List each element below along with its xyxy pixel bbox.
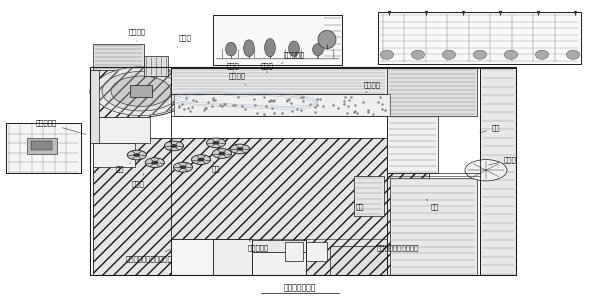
Bar bbox=[93, 143, 135, 167]
Bar bbox=[90, 70, 99, 143]
Bar bbox=[390, 178, 477, 275]
Circle shape bbox=[212, 141, 220, 145]
Circle shape bbox=[133, 153, 140, 157]
Bar bbox=[252, 240, 306, 252]
Bar bbox=[306, 242, 327, 261]
Circle shape bbox=[179, 165, 187, 169]
Text: 遮阳伞: 遮阳伞 bbox=[488, 156, 517, 165]
Bar bbox=[171, 68, 387, 94]
Bar bbox=[285, 242, 303, 261]
Circle shape bbox=[206, 138, 226, 148]
Bar bbox=[93, 68, 150, 117]
Ellipse shape bbox=[226, 42, 236, 56]
Circle shape bbox=[127, 150, 146, 160]
Text: 小桥: 小桥 bbox=[356, 203, 364, 210]
Ellipse shape bbox=[380, 50, 394, 59]
Circle shape bbox=[93, 67, 189, 116]
Bar bbox=[378, 12, 581, 64]
Circle shape bbox=[170, 144, 178, 148]
Bar bbox=[213, 239, 252, 275]
Circle shape bbox=[173, 162, 193, 172]
Text: 观景平台: 观景平台 bbox=[364, 82, 380, 93]
Circle shape bbox=[145, 158, 164, 168]
Text: 屋顶花园平面图: 屋顶花园平面图 bbox=[284, 283, 316, 292]
Bar bbox=[174, 94, 390, 116]
Polygon shape bbox=[174, 96, 318, 111]
Ellipse shape bbox=[535, 50, 548, 59]
Bar bbox=[354, 176, 384, 216]
Text: 景观石: 景观石 bbox=[131, 173, 145, 187]
Bar bbox=[480, 68, 516, 275]
Circle shape bbox=[212, 149, 232, 158]
Text: 阳光槽: 阳光槽 bbox=[260, 62, 274, 73]
Text: 廊架: 廊架 bbox=[479, 124, 500, 133]
Bar bbox=[387, 116, 438, 173]
Bar bbox=[27, 138, 57, 154]
Text: 水池: 水池 bbox=[426, 199, 439, 210]
Bar bbox=[6, 123, 81, 173]
Ellipse shape bbox=[473, 50, 487, 59]
Bar bbox=[387, 68, 477, 116]
Text: 花钵: 花钵 bbox=[116, 163, 131, 172]
Bar bbox=[252, 252, 306, 275]
Circle shape bbox=[191, 155, 211, 164]
Bar bbox=[31, 141, 52, 150]
Circle shape bbox=[465, 160, 507, 181]
Bar bbox=[144, 56, 168, 76]
Ellipse shape bbox=[318, 30, 336, 49]
Bar bbox=[171, 239, 249, 275]
Bar bbox=[213, 15, 342, 65]
Bar bbox=[93, 44, 144, 70]
Ellipse shape bbox=[289, 41, 299, 56]
Circle shape bbox=[151, 161, 158, 164]
Bar bbox=[93, 138, 429, 275]
Ellipse shape bbox=[442, 50, 455, 59]
Circle shape bbox=[164, 141, 184, 151]
Text: 洗衣槽、洗衣机摆放地: 洗衣槽、洗衣机摆放地 bbox=[371, 241, 419, 251]
Circle shape bbox=[90, 65, 192, 117]
Ellipse shape bbox=[566, 50, 580, 59]
Circle shape bbox=[230, 144, 250, 154]
Bar bbox=[330, 246, 387, 275]
Circle shape bbox=[102, 71, 180, 111]
Text: 花槽: 花槽 bbox=[212, 161, 220, 172]
Text: 诗词群风墙: 诗词群风墙 bbox=[281, 51, 305, 64]
Circle shape bbox=[218, 152, 226, 155]
Text: 博士安管道: 博士安管道 bbox=[36, 120, 86, 134]
Bar bbox=[130, 85, 152, 97]
Ellipse shape bbox=[265, 39, 275, 57]
Text: 可供业主自由休闲的场地: 可供业主自由休闲的场地 bbox=[125, 249, 172, 262]
Text: 移动木花箱: 移动木花箱 bbox=[247, 240, 269, 251]
Circle shape bbox=[197, 158, 205, 161]
Ellipse shape bbox=[313, 43, 323, 56]
Text: 山石水景: 山石水景 bbox=[229, 73, 246, 85]
Bar bbox=[90, 67, 516, 275]
Circle shape bbox=[111, 76, 171, 106]
Bar bbox=[93, 117, 150, 143]
Circle shape bbox=[236, 147, 244, 151]
Ellipse shape bbox=[244, 40, 254, 57]
Text: 木栏杆: 木栏杆 bbox=[226, 62, 239, 73]
Bar bbox=[480, 68, 516, 275]
Text: 观景平台: 观景平台 bbox=[128, 29, 145, 41]
Ellipse shape bbox=[505, 50, 518, 59]
Text: 凉风亭: 凉风亭 bbox=[177, 35, 191, 47]
Ellipse shape bbox=[412, 50, 425, 59]
